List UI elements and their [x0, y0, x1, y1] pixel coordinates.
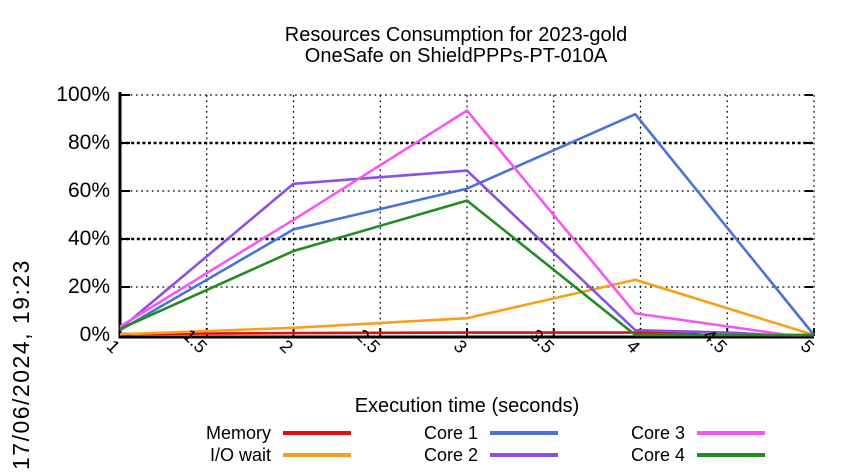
series-line-core-2: [119, 169, 814, 337]
y-tick-label-20: 20%: [67, 275, 110, 298]
y-tick-label-80: 80%: [67, 131, 110, 154]
y-tick-label-0: 0%: [79, 323, 110, 346]
chart-title-line2: OneSafe on ShieldPPPs-PT-010A: [304, 45, 608, 67]
y-tick-label-40: 40%: [67, 227, 110, 250]
series-line-i-o-wait: [119, 278, 815, 337]
chart-title: Resources Consumption for 2023-gold OneS…: [106, 25, 806, 67]
series-line-core-1: [119, 112, 816, 336]
timestamp: 17/06/2024, 19:23: [8, 259, 34, 470]
y-tick-label-100: 100%: [56, 83, 110, 106]
chart-title-line1: Resources Consumption for 2023-gold: [284, 24, 628, 46]
series-line-core-4: [119, 199, 814, 337]
x-axis-title: Execution time (seconds): [354, 395, 580, 417]
y-tick-label-60: 60%: [67, 179, 110, 202]
